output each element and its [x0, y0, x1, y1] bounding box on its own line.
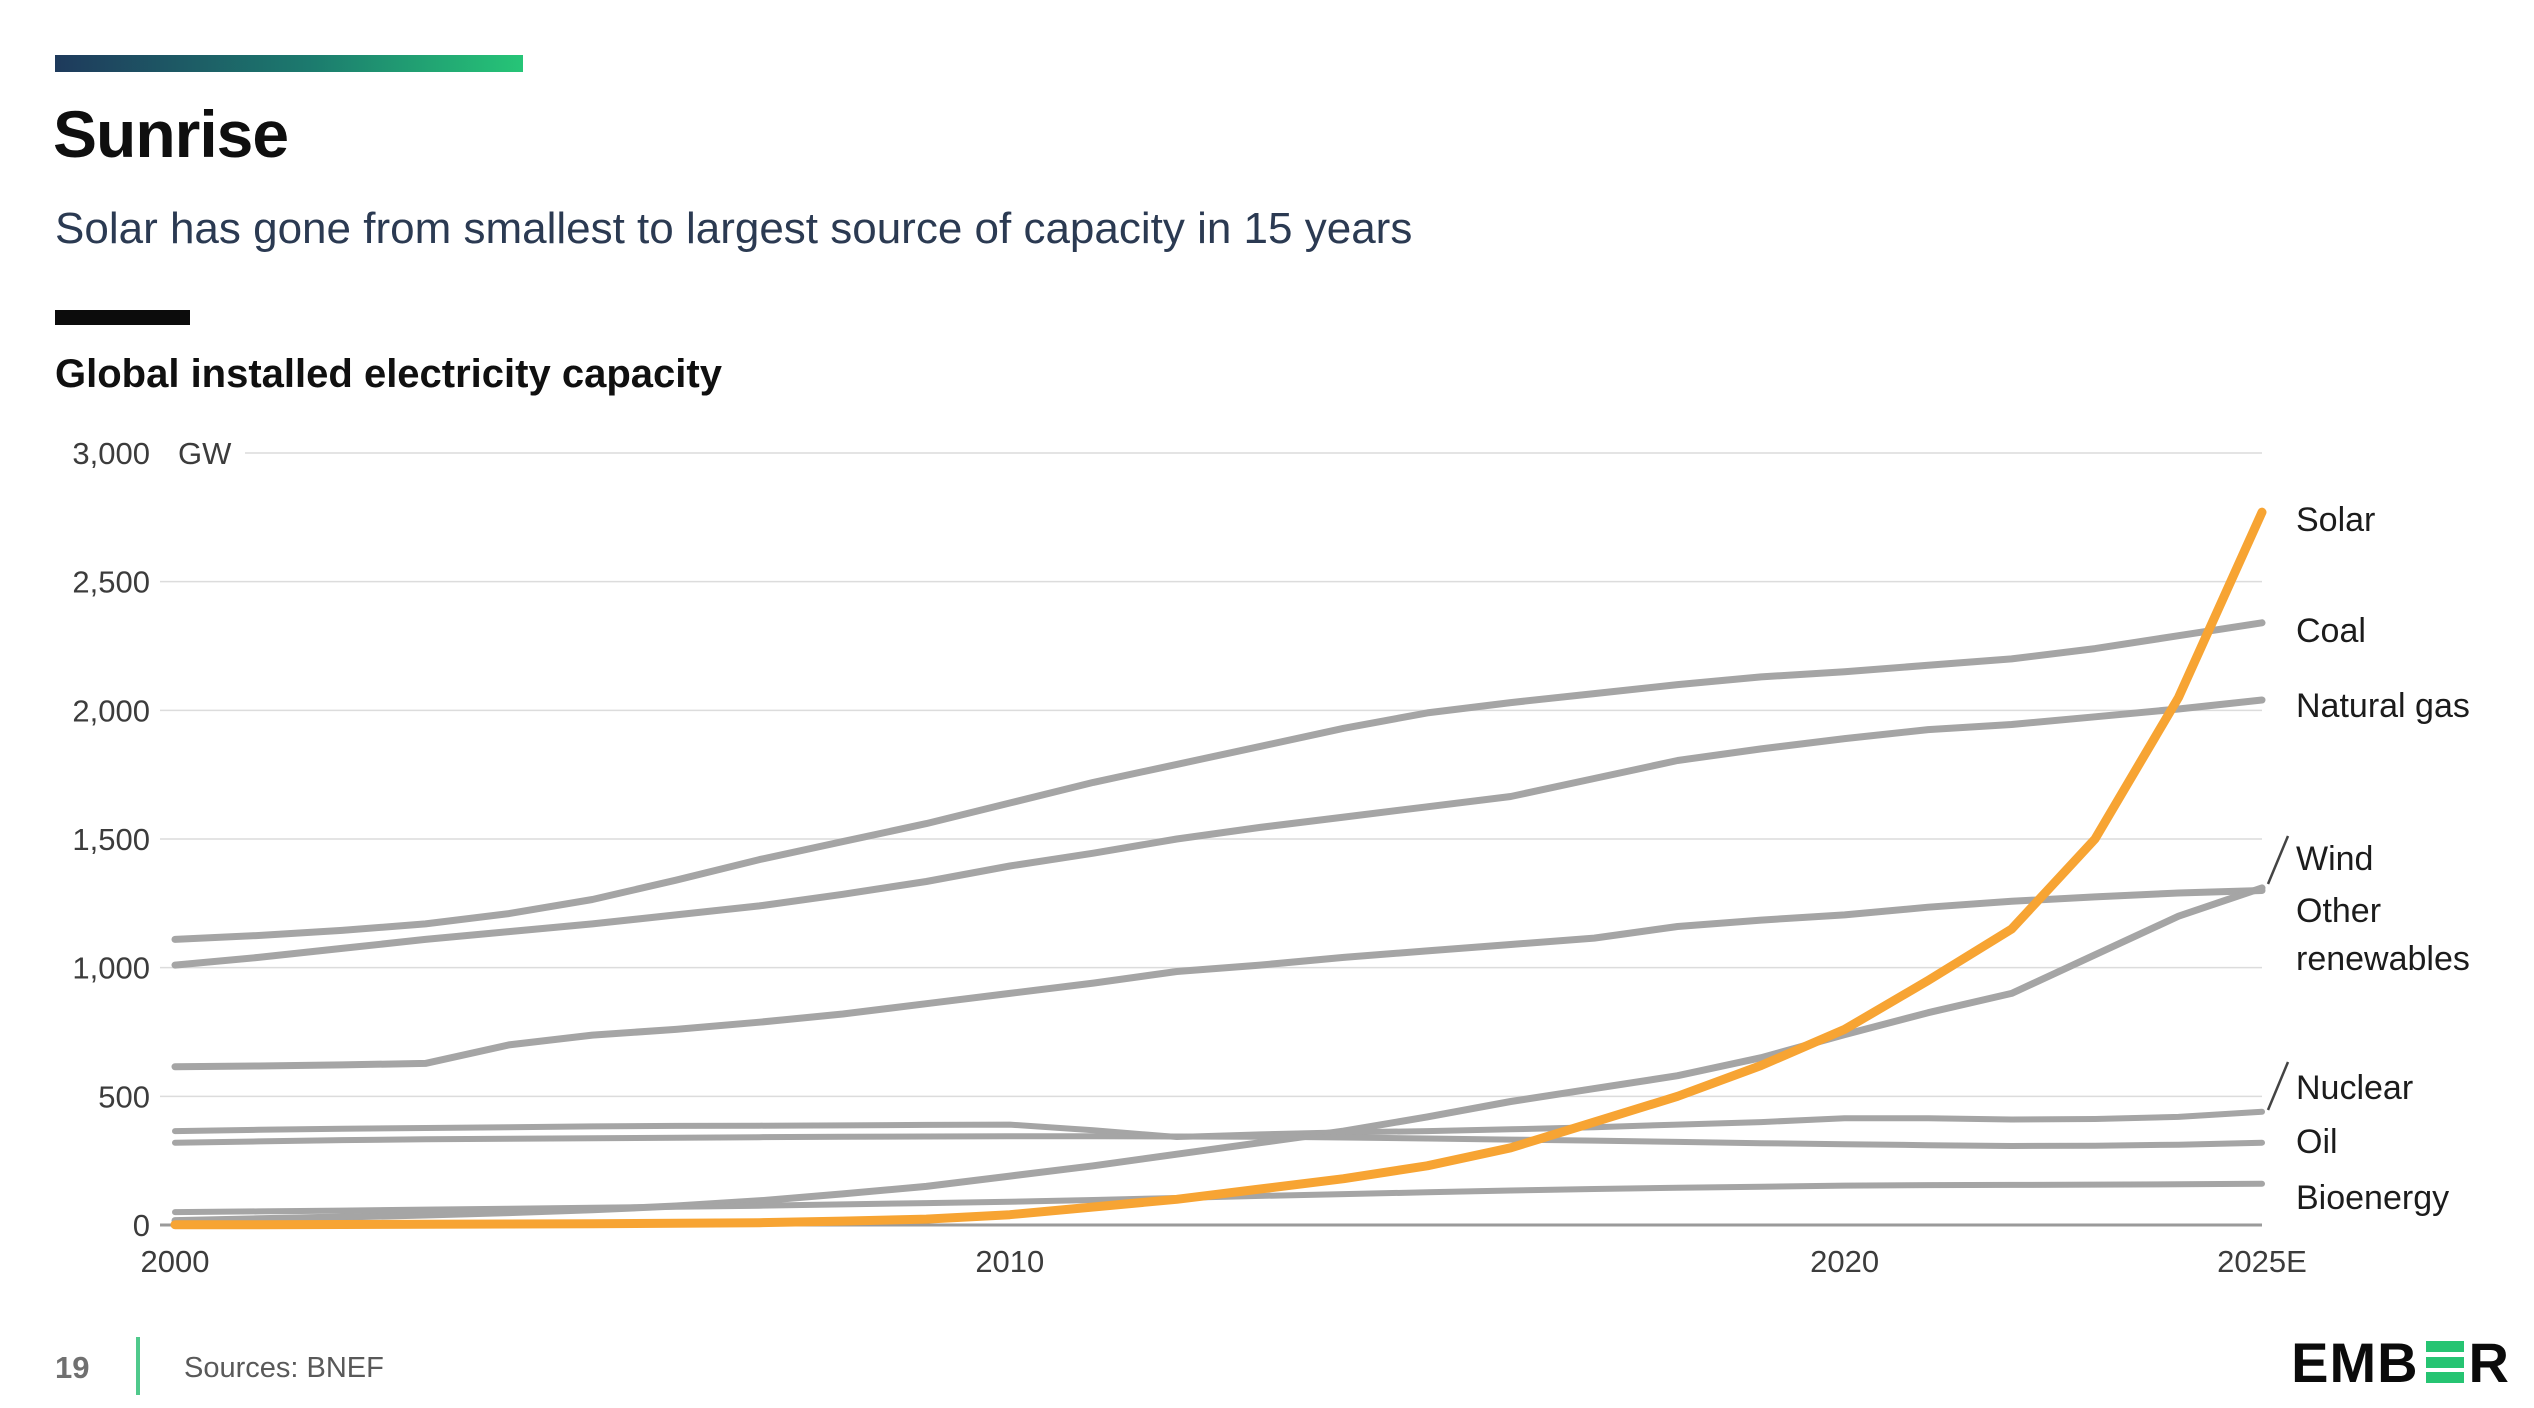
header-gradient-bar	[55, 55, 523, 72]
chart-heading: Global installed electricity capacity	[55, 352, 722, 396]
series-line-coal	[171, 619, 2266, 943]
series-line-natural-gas	[171, 696, 2266, 969]
ember-logo-green-e-icon	[2425, 1341, 2464, 1383]
series-line-solar	[170, 507, 2267, 1230]
series-label-wind: Wind	[2296, 840, 2373, 878]
slide-title: Sunrise	[53, 97, 289, 171]
x-tick-label: 2010	[975, 1244, 1044, 1279]
y-axis-unit-label: GW	[178, 436, 232, 471]
series-line-wind	[171, 884, 2266, 1225]
series-line-other-renewables	[171, 887, 2266, 1071]
series-label-bioenergy: Bioenergy	[2296, 1179, 2449, 1217]
series-line-nuclear	[172, 1108, 2265, 1140]
footer-divider	[136, 1337, 140, 1395]
heading-accent-bar	[55, 310, 190, 325]
wind-label-leader	[2266, 835, 2290, 885]
slide-subtitle: Solar has gone from smallest to largest …	[55, 204, 1413, 253]
ember-logo-suffix: R	[2468, 1330, 2510, 1394]
y-tick-label: 0	[133, 1208, 150, 1243]
series-label-oil: Oil	[2296, 1123, 2338, 1161]
series-label-solar: Solar	[2296, 501, 2375, 539]
y-tick-label: 2,500	[72, 565, 150, 600]
x-tick-label: 2000	[141, 1244, 210, 1279]
y-tick-label: 1,500	[72, 822, 150, 857]
series-label-other: Other	[2296, 892, 2381, 930]
x-tick-label: 2020	[1810, 1244, 1879, 1279]
series-label-nuclear: Nuclear	[2296, 1069, 2413, 1107]
page-number: 19	[55, 1350, 90, 1385]
series-label-natural-gas: Natural gas	[2296, 687, 2470, 725]
y-tick-label: 500	[98, 1079, 150, 1114]
series-line-oil	[172, 1133, 2265, 1149]
series-label-coal: Coal	[2296, 612, 2366, 650]
y-tick-label: 2,000	[72, 693, 150, 728]
sources-text: Sources: BNEF	[184, 1352, 384, 1384]
ember-logo-prefix: EMB	[2291, 1330, 2419, 1394]
y-tick-label: 1,000	[72, 951, 150, 986]
x-tick-label: 2025E	[2217, 1244, 2307, 1279]
y-tick-label: 3,000	[72, 436, 150, 471]
nuclear-label-leader	[2266, 1061, 2290, 1111]
ember-logo: EMB R	[2291, 1331, 2510, 1394]
series-label-renewables: renewables	[2296, 940, 2470, 978]
